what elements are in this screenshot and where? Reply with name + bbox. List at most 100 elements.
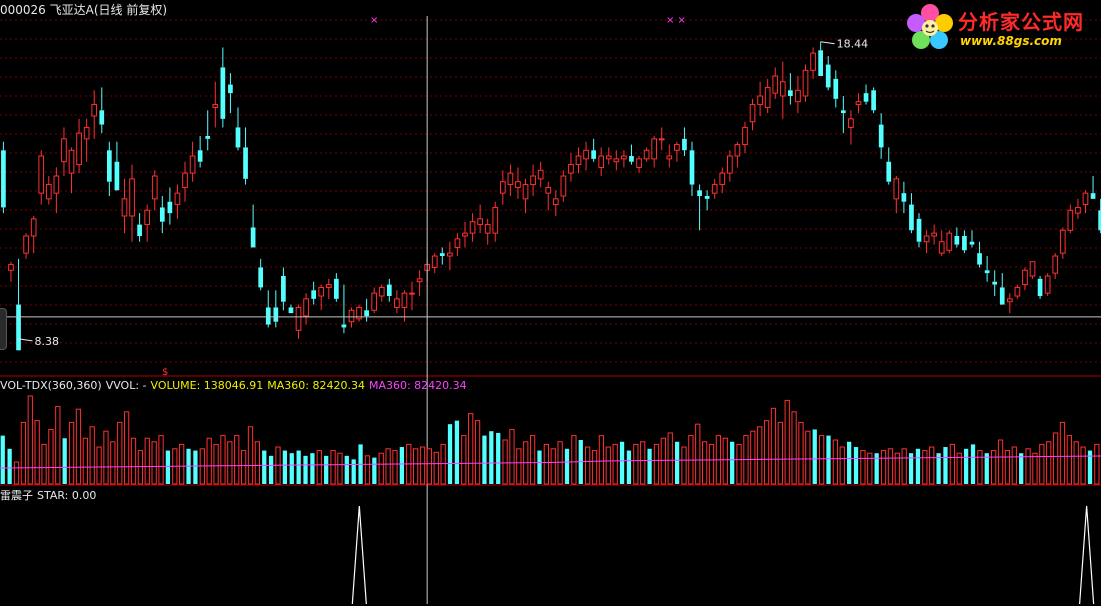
low-pointer [18, 338, 33, 342]
volume-bar-down [62, 438, 67, 484]
candle-body-up [121, 198, 128, 217]
volume-bar-up [681, 446, 687, 485]
candle-body-up [409, 292, 415, 295]
candle-body-up [371, 292, 378, 311]
volume-bar-up [949, 443, 955, 485]
candle-body-down [863, 93, 869, 102]
volume-bar-up [48, 428, 54, 485]
volume-bar-down [482, 435, 487, 484]
volume-bar-up [412, 448, 419, 485]
candle-body-up [802, 69, 809, 97]
volume-bar-up [213, 443, 219, 485]
volume-bar-up [598, 435, 605, 485]
candle-body-down [909, 204, 914, 231]
volume-bar-up [784, 399, 790, 485]
volume-bar-up [1080, 446, 1086, 485]
volume-bar-down [970, 444, 976, 484]
candle-body-up [91, 104, 98, 117]
volume-bar-down [324, 455, 329, 484]
volume-bar-up [103, 430, 109, 485]
candle-body-up [212, 104, 219, 108]
candle-body-up [598, 155, 605, 168]
candle-body-up [1014, 286, 1021, 297]
volume-bar-up [1004, 450, 1011, 485]
candle-body-down [341, 324, 347, 328]
volume-bar-up [516, 448, 522, 485]
volume-bar-up [337, 452, 343, 485]
candle-body-up [129, 178, 135, 217]
candle-body-up [946, 232, 953, 251]
candle-body-down [334, 278, 339, 299]
candle-body-down [1090, 193, 1096, 199]
side-panel-tab[interactable] [0, 308, 7, 350]
candle-body-down [901, 193, 907, 202]
star-signal-spike [351, 505, 367, 605]
volume-bar-down [1019, 453, 1024, 484]
volume-bar-up [702, 441, 708, 485]
candle-body-up [779, 81, 786, 97]
volume-bar-up [880, 450, 887, 485]
volume-bar-up [34, 420, 40, 485]
volume-bar-up [364, 455, 371, 485]
volume-bar-up [75, 408, 82, 485]
candle-body-up [711, 184, 718, 194]
candle-body-down [265, 307, 271, 325]
volume-bar-down [262, 450, 267, 484]
candle-body-up [45, 184, 52, 200]
candle-body-down [311, 290, 316, 299]
candle-body-up [23, 235, 29, 254]
volume-bar-down [454, 420, 460, 484]
candle-body-down [591, 150, 596, 159]
volume-bar-up [887, 448, 894, 485]
volume-bar-up [1066, 435, 1072, 485]
volume-bar-up [633, 443, 639, 485]
candle-body-up [378, 286, 385, 297]
candle-body-up [484, 224, 491, 234]
candle-body-down [788, 90, 793, 96]
volume-value: VOLUME: 138046.91 [150, 379, 264, 392]
volume-bar-up [763, 420, 770, 485]
volume-bar-down [496, 432, 501, 484]
candle-body-up [394, 298, 400, 308]
candle-body-down [984, 270, 990, 274]
candle-body-up [515, 181, 521, 188]
candle-body-down [886, 161, 892, 182]
candle-body-up [151, 175, 158, 200]
volume-bar-down [984, 453, 989, 484]
ma360-value-2: MA360: 82420.34 [368, 379, 467, 392]
high-price-label: 18.44 [837, 38, 869, 51]
candle-body-up [636, 158, 642, 168]
candle-body-down [250, 227, 256, 248]
volume-bar-up [474, 420, 481, 485]
volume-bar-up [137, 450, 144, 485]
candle-body-up [325, 284, 332, 288]
candle-body-down [281, 276, 286, 302]
candle-body-up [174, 192, 181, 206]
candle-body-down [1, 150, 6, 208]
candle-body-up [68, 149, 75, 174]
candle-body-up [348, 309, 355, 323]
volume-bar-down [0, 435, 5, 484]
candle-body-up [651, 138, 658, 160]
volume-bar-down [943, 447, 948, 484]
volume-bar-up [502, 439, 508, 485]
volume-bar-down [674, 441, 680, 484]
candle-body-down [840, 110, 846, 114]
candle-body-up [1029, 261, 1036, 277]
volume-bar-up [461, 435, 467, 485]
candle-body-up [568, 164, 574, 174]
volume-bar-up [158, 435, 164, 485]
candle-body-down [1098, 210, 1101, 231]
candle-body-up [189, 155, 196, 174]
volume-bar-up [557, 441, 563, 485]
candle-body-up [492, 206, 499, 234]
volume-bar-up [777, 421, 783, 485]
candle-body-down [1037, 278, 1043, 296]
volume-bar-up [179, 443, 185, 485]
volume-bar-down [537, 450, 542, 484]
candle-body-up [522, 184, 529, 200]
candle-body-up [1075, 206, 1081, 214]
candle-body-up [1044, 275, 1051, 294]
volume-bar-up [860, 450, 866, 485]
